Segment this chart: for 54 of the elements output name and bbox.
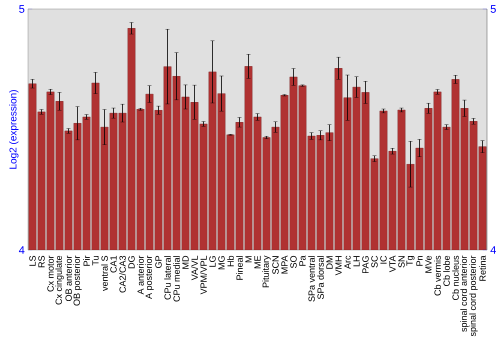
x-tick-label: Cb lobe: [443, 256, 450, 286]
x-tick-label: A posterior: [145, 256, 154, 299]
x-tick-label: Pir: [83, 256, 90, 266]
x-tick-label: DG: [128, 256, 135, 268]
x-tick-label: ventral S: [101, 256, 108, 291]
x-tick-label: Pineal: [236, 256, 243, 280]
x-tick-label: VMH: [335, 256, 342, 276]
x-tick-label: SC: [371, 256, 378, 268]
x-tick-label: VA/VL: [191, 256, 198, 280]
x-tick-label: MVe: [425, 256, 432, 273]
x-tick-label: OB posterior: [73, 256, 82, 306]
x-tick-label: Cb vermis: [434, 256, 441, 296]
x-tick-label: Hb: [227, 256, 234, 266]
x-tick-label: GP: [155, 256, 162, 268]
x-tick-label: LG: [209, 256, 216, 267]
x-tick-label: Cx motor: [47, 256, 54, 292]
x-tick-label: CA2/CA3: [119, 256, 126, 293]
x-tick-label: ME: [254, 256, 261, 268]
y-axis-title: Log2 (expression): [9, 90, 18, 169]
x-tick-label: SO: [290, 256, 297, 268]
x-tick-label: spinal cord anterior: [460, 256, 469, 332]
x-tick-label: DM: [326, 256, 333, 269]
x-tick-label: LS: [29, 256, 36, 266]
x-tick-label: MG: [218, 256, 225, 270]
x-tick-label: spinal cord posterior: [469, 256, 478, 336]
y2-tick-label: 5: [490, 5, 496, 13]
x-tick-label: SN: [398, 256, 405, 268]
x-tick-label: Tg: [406, 256, 415, 266]
x-tick-label: Tu: [92, 256, 99, 266]
x-tick-label: LH: [353, 256, 360, 266]
x-tick-label: SPa ventral: [308, 256, 315, 302]
x-tick-label: Pituitary: [262, 255, 271, 288]
x-tick-label: VTA: [389, 255, 396, 272]
x-tick-label: PAG: [362, 256, 369, 274]
x-tick-label: SCN: [272, 256, 279, 274]
x-tick-label: SPa dorsal: [317, 256, 324, 300]
x-tick-label: RS: [38, 256, 45, 268]
x-tick-label: M: [245, 256, 252, 262]
x-tick-label: OB anterior: [65, 256, 72, 302]
x-tick-label: CPu medial: [173, 256, 180, 302]
x-tick-label: Retina: [479, 255, 486, 281]
x-tick-label: CPu lateral: [164, 256, 171, 300]
x-tick-label: MPA: [281, 255, 288, 274]
x-tick-label: Arc: [344, 256, 351, 269]
x-tick-label: MD: [182, 256, 189, 269]
y2-tick-label: 4: [490, 246, 496, 254]
x-tick-label: Pa: [299, 255, 306, 266]
x-tick-label: Cx cingulate: [55, 256, 64, 305]
x-tick-label: Cb nucleus: [452, 256, 459, 300]
x-tick-label: IC: [380, 256, 387, 264]
x-tick-label: Pn: [416, 256, 423, 266]
x-tick-label: VPM/VPL: [200, 256, 207, 294]
x-tick-label: CA1: [110, 256, 117, 273]
x-tick-label: A anterior: [137, 256, 144, 294]
